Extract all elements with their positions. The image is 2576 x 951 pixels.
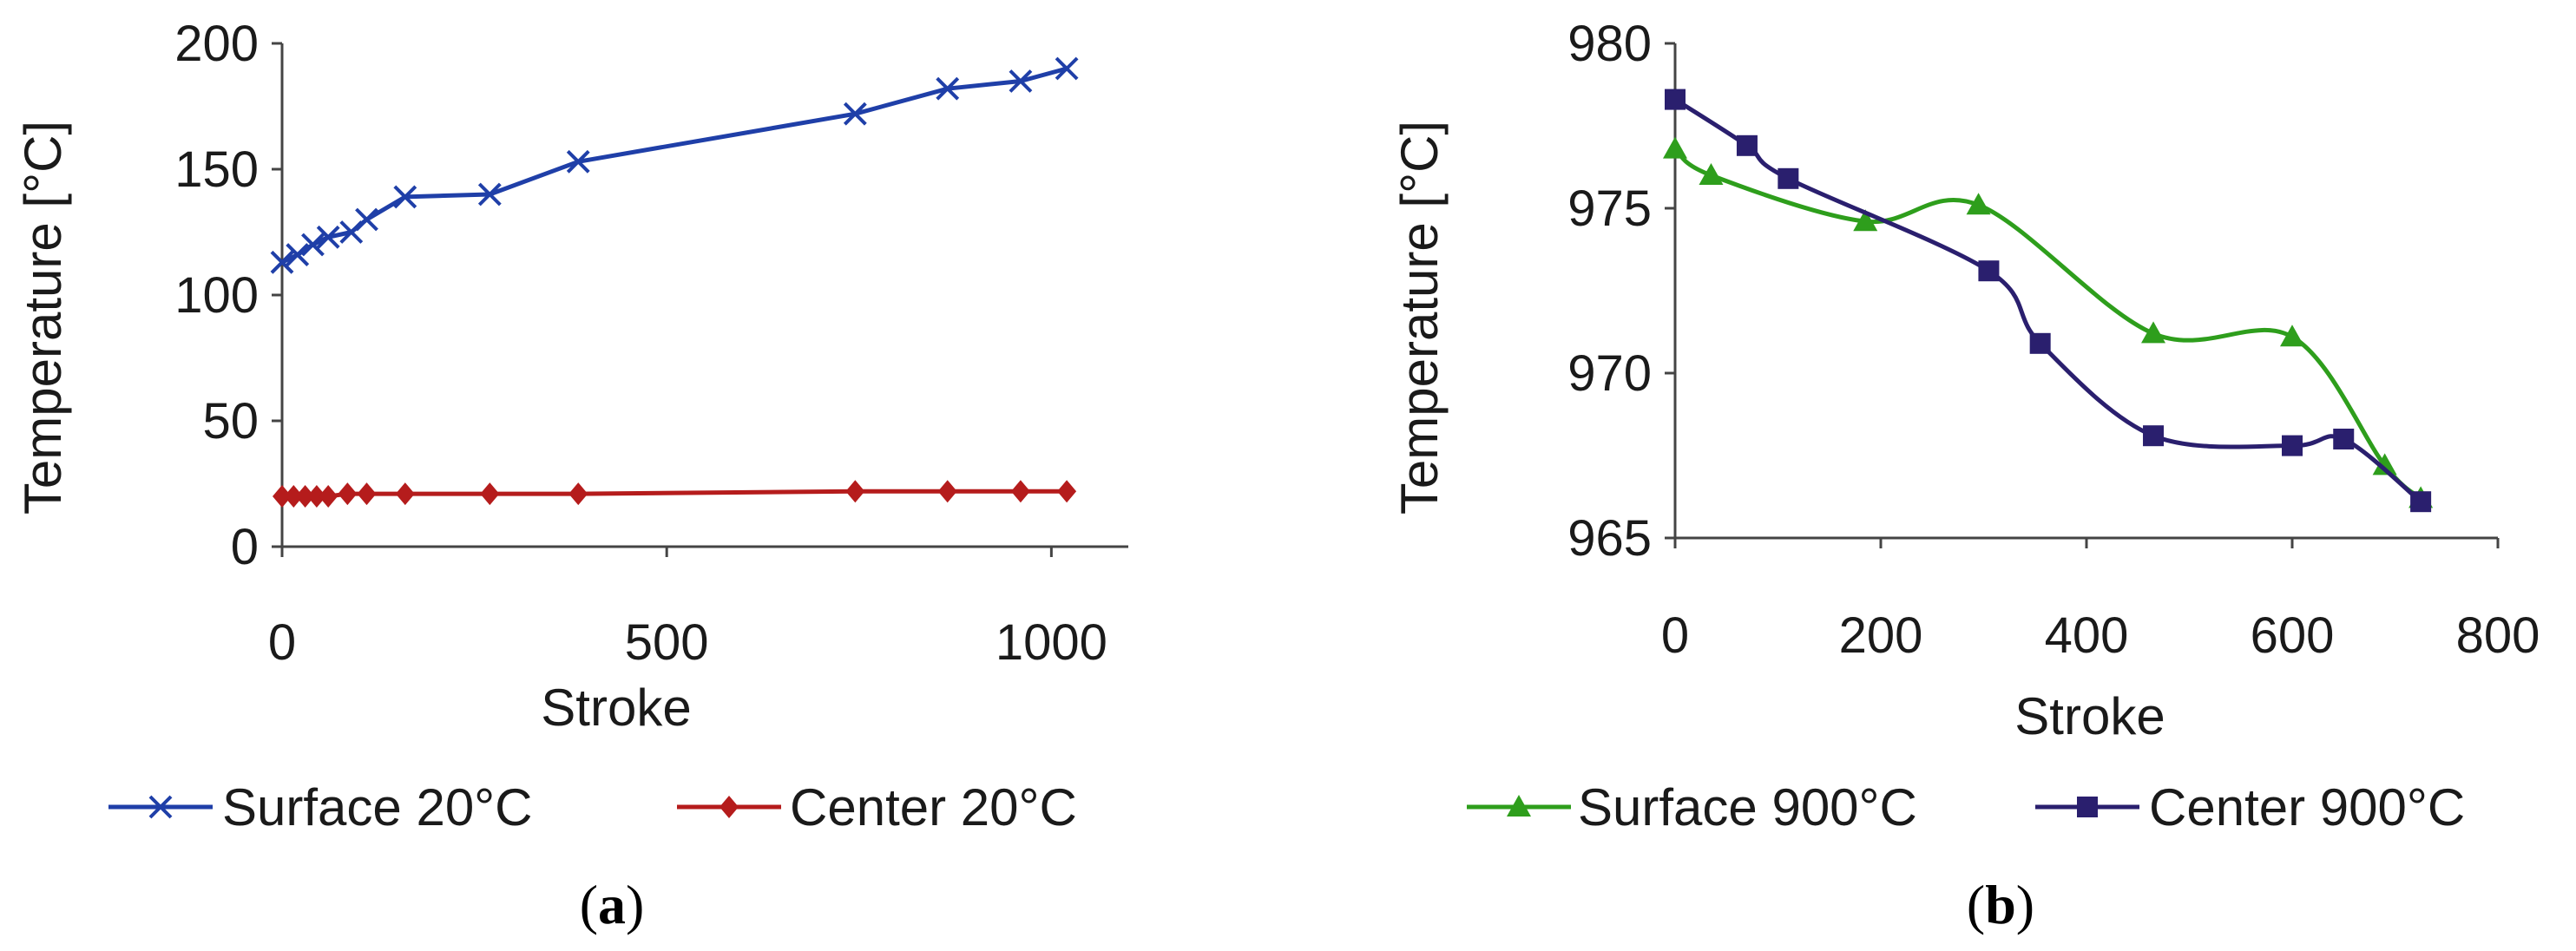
- data-point-surface-900: [1853, 209, 1878, 232]
- data-point-center-900: [1665, 89, 1686, 110]
- y-tick-label: 0: [231, 519, 259, 575]
- x-tick-label: 200: [1839, 607, 1923, 664]
- legend-a: Surface 20°C Center 20°C: [108, 778, 1077, 836]
- y-tick-label: 970: [1567, 345, 1652, 402]
- legend-marker-center-20: [720, 796, 739, 818]
- x-tick-label: 1000: [996, 614, 1107, 671]
- y-tick-label: 100: [174, 267, 259, 324]
- y-axis-title-a: Temperature [°C]: [14, 121, 72, 515]
- plot-area-b: 965 970 975 980 0 200 400 600 800: [1567, 16, 2540, 664]
- caption-b: (b): [1967, 874, 2034, 935]
- caption-letter-a: a: [598, 874, 626, 935]
- data-point-center-900: [1978, 260, 2000, 282]
- data-point-center-20: [480, 482, 500, 506]
- data-point-surface-20: [339, 220, 364, 244]
- caption-a: (a): [580, 874, 645, 935]
- legend-label-surface-900: Surface 900°C: [1578, 778, 1917, 836]
- legend-b: Surface 900°C Center 900°C: [1467, 778, 2465, 836]
- data-point-surface-900: [1966, 193, 1991, 215]
- data-point-center-20: [319, 485, 338, 508]
- data-point-center-900: [1778, 167, 1799, 189]
- data-point-center-20: [1010, 480, 1030, 503]
- chart-panel-a: 0 50 100 150 200 0 500 1000 Stroke Temperature …: [14, 16, 1128, 935]
- legend-entry-center-900: Center 900°C: [2035, 778, 2465, 836]
- legend-entry-center-20: Center 20°C: [677, 778, 1077, 836]
- series-line-center-900: [1673, 97, 2422, 504]
- data-point-surface-20: [936, 76, 960, 101]
- legend-entry-surface-900: Surface 900°C: [1467, 778, 1917, 836]
- legend-entry-surface-20: Surface 20°C: [108, 778, 533, 836]
- legend-marker-shape: [720, 796, 739, 818]
- data-point-center-20: [273, 485, 292, 508]
- data-point-center-20: [568, 482, 588, 506]
- data-point-center-20: [1057, 480, 1077, 503]
- legend-marker-center-900: [2077, 797, 2098, 817]
- data-point-surface-20: [301, 233, 325, 257]
- data-point-surface-20: [477, 182, 502, 207]
- x-tick-label: 600: [2251, 607, 2335, 664]
- y-tick-label: 965: [1567, 510, 1652, 567]
- data-point-center-20: [937, 480, 957, 503]
- legend-label-center-900: Center 900°C: [2149, 778, 2465, 836]
- x-tick-label: 500: [625, 614, 709, 671]
- data-point-surface-20: [286, 243, 310, 267]
- legend-label-surface-20: Surface 20°C: [222, 778, 533, 836]
- legend-label-center-20: Center 20°C: [790, 778, 1077, 836]
- data-point-surface-20: [843, 102, 867, 126]
- x-axis-title-b: Stroke: [2014, 687, 2165, 745]
- data-point-surface-20: [1055, 56, 1079, 81]
- data-point-center-900: [2143, 425, 2165, 447]
- data-point-surface-20: [566, 149, 590, 174]
- legend-marker-shape: [148, 795, 173, 819]
- series-line-surface-20: [280, 66, 1068, 265]
- data-point-center-20: [306, 485, 326, 508]
- data-point-surface-900: [2372, 453, 2397, 476]
- legend-marker-shape: [2077, 797, 2098, 817]
- series-line-surface-900: [1673, 147, 2422, 501]
- data-point-surface-20: [316, 225, 340, 249]
- data-point-surface-20: [355, 207, 378, 232]
- x-tick-label: 400: [2045, 607, 2129, 664]
- data-point-center-900: [2333, 429, 2355, 449]
- data-point-center-20: [395, 482, 415, 506]
- chart-panel-b: 965 970 975 980 0 200 400 600 800 Stroke Tempera…: [1390, 16, 2540, 935]
- data-point-center-900: [2410, 491, 2432, 513]
- data-point-center-20: [357, 482, 377, 506]
- x-tick-label: 800: [2456, 607, 2540, 664]
- data-point-center-20: [284, 485, 304, 508]
- data-point-center-20: [338, 482, 358, 506]
- x-tick-label: 0: [1661, 607, 1689, 664]
- data-point-surface-900: [2141, 321, 2166, 344]
- data-point-surface-20: [1009, 69, 1033, 93]
- plot-area-a: 0 50 100 150 200 0 500 1000: [174, 16, 1128, 671]
- data-point-center-900: [2282, 435, 2303, 456]
- y-tick-label: 980: [1567, 16, 1652, 72]
- data-point-center-20: [845, 480, 865, 503]
- data-point-surface-900: [1699, 163, 1724, 185]
- data-point-center-900: [2029, 332, 2051, 354]
- caption-letter-b: b: [1985, 874, 2016, 935]
- y-tick-label: 975: [1567, 180, 1652, 237]
- data-point-surface-20: [270, 250, 294, 274]
- data-point-center-20: [295, 485, 315, 508]
- x-tick-label: 0: [268, 614, 296, 671]
- x-axis-title-a: Stroke: [541, 679, 691, 737]
- y-tick-label: 50: [202, 393, 259, 449]
- data-point-surface-900: [2280, 325, 2304, 347]
- legend-marker-surface-20: [148, 795, 173, 819]
- y-tick-label: 200: [174, 16, 259, 72]
- data-point-surface-20: [393, 185, 417, 209]
- data-point-surface-900: [1663, 136, 1687, 159]
- legend-marker-surface-900: [1507, 795, 1531, 817]
- data-point-center-900: [1736, 134, 1758, 156]
- y-axis-title-b: Temperature [°C]: [1390, 121, 1449, 515]
- y-tick-label: 150: [174, 141, 259, 198]
- legend-marker-shape: [1507, 795, 1531, 817]
